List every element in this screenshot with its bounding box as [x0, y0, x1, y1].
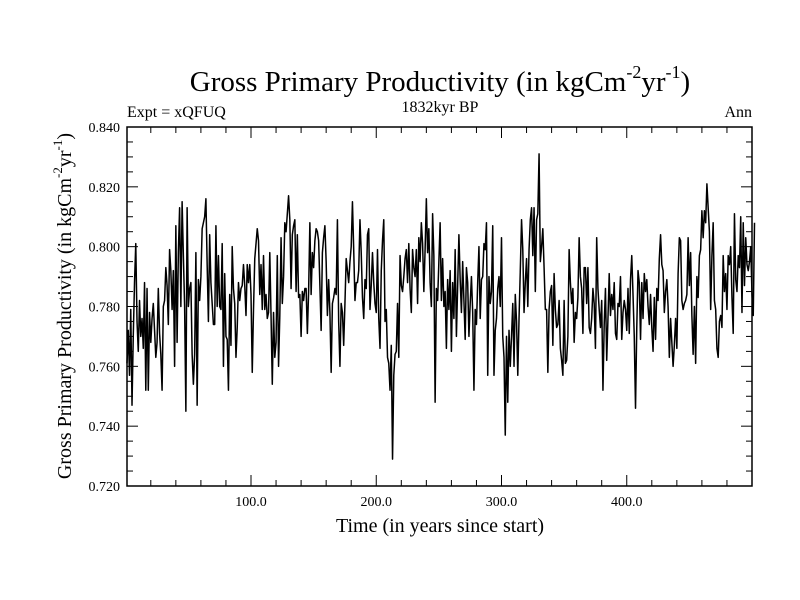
y-axis-label: Gross Primary Productivity (in kgCm-2yr-… — [50, 133, 76, 479]
x-tick-label-400: 400.0 — [611, 495, 643, 510]
y-tick-label-4: 0.800 — [89, 241, 121, 256]
y-axis-ticks: 0.720 0.740 0.760 0.780 0.800 0.820 0.840 — [89, 121, 752, 495]
x-tick-label-300: 300.0 — [486, 495, 518, 510]
y-tick-label-6: 0.840 — [89, 121, 121, 136]
x-axis-label: Time (in years since start) — [336, 515, 544, 537]
y-tick-label-2: 0.760 — [89, 360, 121, 375]
chart-subtitle: 1832kyr BP — [402, 99, 479, 116]
x-tick-label-100: 100.0 — [235, 495, 267, 510]
experiment-label: Expt = xQFUQ — [127, 104, 226, 121]
x-tick-label-200: 200.0 — [360, 495, 392, 510]
chart-title: Gross Primary Productivity (in kgCm-2yr-… — [190, 62, 690, 98]
y-tick-label-5: 0.820 — [89, 181, 121, 196]
season-label: Ann — [724, 104, 752, 121]
x-axis-ticks: 100.0 200.0 300.0 400.0 — [150, 127, 728, 510]
gpp-series-line — [126, 153, 756, 460]
y-tick-label-3: 0.780 — [89, 301, 121, 316]
y-tick-label-1: 0.740 — [89, 420, 121, 435]
y-tick-label-0: 0.720 — [89, 480, 121, 495]
